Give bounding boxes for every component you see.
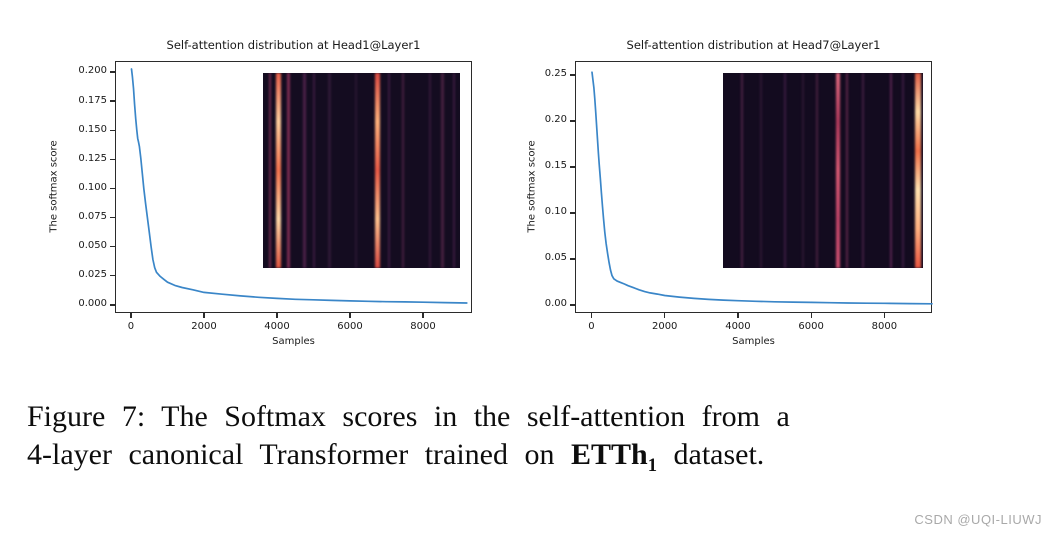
attention-heatmap-inset <box>723 73 923 268</box>
y-tick-label: 0.200 <box>78 65 107 77</box>
plot-title: Self-attention distribution at Head7@Lay… <box>626 38 881 52</box>
y-tick-label: 0.050 <box>78 240 107 252</box>
softmax-curve <box>591 71 933 305</box>
curve-svg <box>591 71 933 305</box>
softmax-plot-head7-layer1: Self-attention distribution at Head7@Lay… <box>525 0 1051 365</box>
y-tick-label: 0.025 <box>78 269 107 281</box>
caption-line2-text: 4-layer canonical Transformer trained on <box>27 438 571 471</box>
x-tick-label: 6000 <box>798 321 824 332</box>
x-tick-label: 0 <box>127 321 135 332</box>
caption-line-2: 4-layer canonical Transformer trained on… <box>27 436 1027 485</box>
x-tick-label: 8000 <box>410 321 436 332</box>
x-tick-mark <box>737 313 739 318</box>
y-tick-label: 0.05 <box>544 252 567 264</box>
heatmap-stripe <box>889 73 893 268</box>
x-axis-label: Samples <box>732 336 775 347</box>
x-tick-label: 6000 <box>337 321 363 332</box>
x-tick-mark <box>810 313 812 318</box>
heatmap-stripe <box>429 73 432 268</box>
y-tick-mark <box>110 100 115 102</box>
y-tick-label: 0.00 <box>544 298 567 310</box>
y-tick-label: 0.000 <box>78 298 107 310</box>
x-tick-label: 2000 <box>651 321 678 332</box>
y-tick-mark <box>570 304 575 306</box>
plot-title: Self-attention distribution at Head1@Lay… <box>166 38 421 52</box>
y-axis-label: The softmax score <box>526 140 538 233</box>
y-tick-mark <box>570 120 575 122</box>
heatmap-stripe <box>275 73 281 268</box>
heatmap-stripe <box>328 73 332 268</box>
x-axis-label: Samples <box>272 336 315 347</box>
x-tick-mark <box>590 313 593 318</box>
heatmap-stripe <box>836 73 840 268</box>
heatmap-stripe <box>268 73 272 268</box>
heatmap-stripe <box>760 73 762 268</box>
x-tick-label: 2000 <box>191 321 217 332</box>
heatmap-stripe <box>453 73 456 268</box>
heatmap-stripe <box>783 73 787 268</box>
heatmap-stripe <box>388 73 391 268</box>
heatmap-stripe <box>401 73 405 268</box>
dataset-subscript: 1 <box>647 455 658 476</box>
y-tick-mark <box>110 275 115 277</box>
y-tick-mark <box>570 166 575 168</box>
x-tick-label: 8000 <box>871 321 898 332</box>
y-axis-label: The softmax score <box>48 140 60 233</box>
heatmap-stripe <box>815 73 819 268</box>
y-tick-mark <box>110 129 115 131</box>
heatmap-stripe <box>845 73 849 268</box>
heatmap-stripe <box>740 73 744 268</box>
figure-caption: Figure 7: The Softmax scores in the self… <box>27 398 1027 485</box>
y-tick-mark <box>570 74 575 76</box>
y-tick-mark <box>570 212 575 214</box>
x-tick-mark <box>664 313 666 318</box>
y-tick-mark <box>110 216 115 219</box>
dataset-name-bold: ETTh <box>571 438 648 471</box>
x-tick-mark <box>422 313 424 318</box>
y-tick-label: 0.150 <box>78 123 107 135</box>
curve-svg <box>130 68 468 304</box>
caption-line-1: Figure 7: The Softmax scores in the self… <box>27 400 790 433</box>
y-tick-label: 0.10 <box>544 206 567 218</box>
x-tick-mark <box>883 313 885 318</box>
x-tick-mark <box>203 313 205 318</box>
y-tick-label: 0.100 <box>78 181 107 193</box>
y-tick-label: 0.20 <box>544 114 567 126</box>
x-tick-mark <box>130 313 132 318</box>
x-tick-label: 0 <box>588 321 595 332</box>
heatmap-stripe <box>354 73 357 268</box>
heatmap-stripe <box>862 73 864 268</box>
y-tick-mark <box>110 71 115 73</box>
x-tick-mark <box>276 313 278 318</box>
y-tick-label: 0.25 <box>544 68 567 80</box>
heatmap-stripe <box>313 73 316 268</box>
y-tick-mark <box>110 187 115 190</box>
y-tick-mark <box>570 258 575 260</box>
heatmap-stripe <box>375 73 380 268</box>
heatmap-stripe <box>802 73 804 268</box>
y-tick-label: 0.075 <box>78 211 107 223</box>
y-tick-label: 0.125 <box>78 152 107 164</box>
heatmap-stripe <box>441 73 444 268</box>
y-tick-mark <box>110 158 115 160</box>
y-tick-mark <box>110 246 115 248</box>
heatmap-stripe <box>902 73 904 268</box>
csdn-watermark: CSDN @UQI-LIUWJ <box>914 512 1042 527</box>
attention-heatmap-inset <box>263 73 460 268</box>
x-tick-label: 4000 <box>264 321 290 332</box>
x-tick-label: 4000 <box>725 321 751 332</box>
heatmap-stripe <box>915 73 921 268</box>
heatmap-stripe <box>286 73 290 268</box>
y-tick-label: 0.175 <box>78 94 107 106</box>
caption-line2-tail: dataset. <box>657 438 765 471</box>
x-tick-mark <box>349 313 351 318</box>
softmax-curve <box>130 68 468 304</box>
y-tick-mark <box>110 304 115 306</box>
heatmap-stripe <box>302 73 306 268</box>
softmax-plot-head1-layer1: Self-attention distribution at Head1@Lay… <box>0 0 525 365</box>
y-tick-label: 0.15 <box>544 160 567 172</box>
